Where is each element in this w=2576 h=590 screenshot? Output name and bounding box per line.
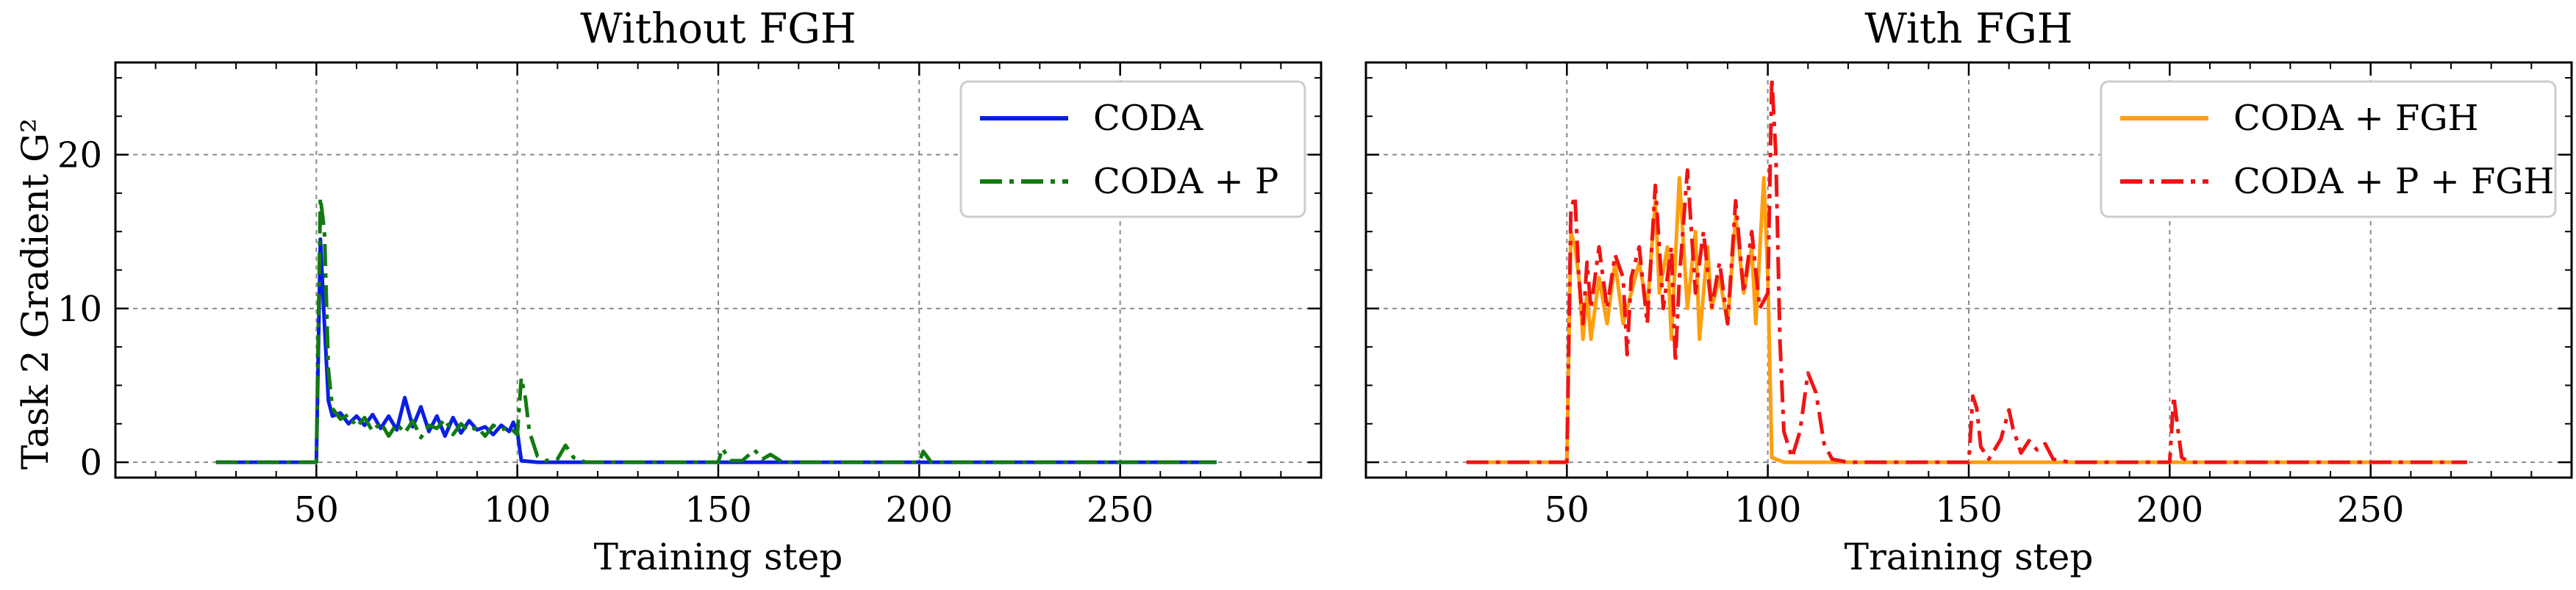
y-tick-label: 0: [79, 442, 102, 483]
x-tick-label: 50: [1545, 489, 1589, 530]
series-line: [215, 195, 1217, 464]
series-line: [1466, 76, 2467, 464]
x-tick-label: 150: [1935, 489, 2003, 530]
legend: CODA CODA + P: [959, 80, 1306, 218]
x-tick-label: 200: [2136, 489, 2204, 530]
x-tick-label: 100: [1734, 489, 1802, 530]
y-tick-label: 20: [57, 135, 102, 176]
x-tick-label: 250: [2337, 489, 2405, 530]
legend-box: [959, 80, 1306, 218]
chart-title: With FGH: [1864, 5, 2072, 53]
legend-label: CODA: [1093, 98, 1204, 139]
legend: CODA + FGH CODA + P + FGH: [2100, 80, 2557, 218]
legend-label: CODA + P + FGH: [2233, 161, 2555, 202]
chart-title: Without FGH: [580, 5, 856, 53]
x-tick-label: 250: [1087, 489, 1154, 530]
chart-panel-without-fgh: Without FGH Training step 50 100 150 200 250…: [57, 5, 1323, 578]
x-tick-label: 200: [886, 489, 954, 530]
x-axis-label: Training step: [1845, 536, 2094, 578]
legend-box: [2100, 80, 2557, 218]
axes-frame: [114, 61, 1323, 479]
x-tick-label: 100: [484, 489, 551, 530]
legend-label: CODA + P: [1093, 161, 1278, 202]
series-line: [1466, 176, 2467, 464]
x-tick-label: 50: [294, 489, 339, 530]
x-axis-label: Training step: [594, 536, 843, 578]
y-tick-label: 10: [57, 289, 102, 330]
legend-label: CODA + FGH: [2233, 98, 2478, 139]
axes-frame: [1364, 61, 2573, 479]
x-tick-label: 150: [684, 489, 752, 530]
chart-panel-with-fgh: With FGH Training step 50 100 150 200 250 COD…: [1364, 5, 2573, 578]
y-axis-label: Task 2 Gradient G²: [14, 118, 57, 470]
